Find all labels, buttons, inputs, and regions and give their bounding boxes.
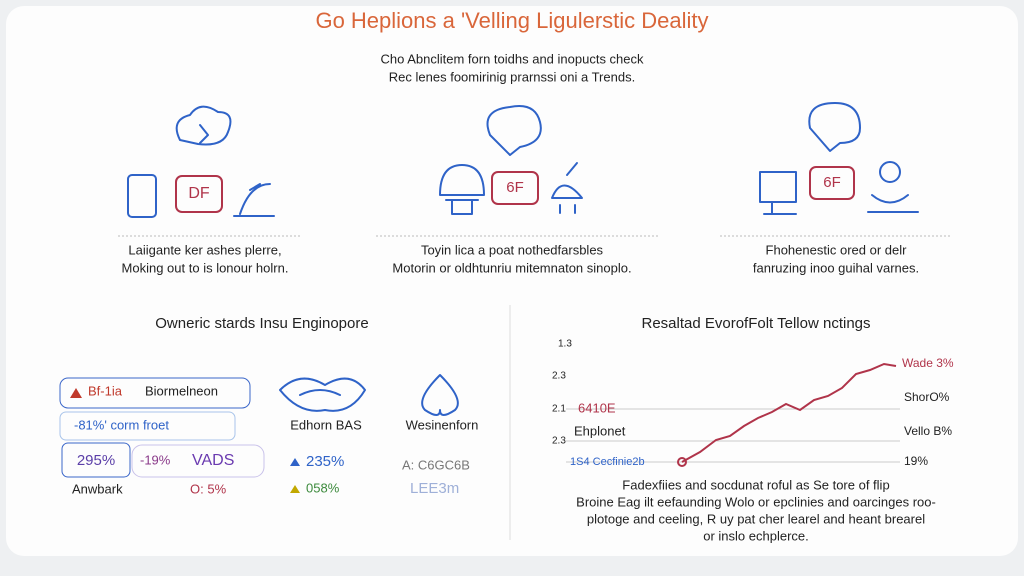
metric-value: 235%	[306, 453, 344, 470]
subtitle: Cho Abnclitem forn toidhs and inopucts c…	[380, 51, 644, 66]
icon	[290, 485, 300, 493]
badge-label: O: 5%	[190, 481, 227, 496]
caption: plotoge and ceeling, R uy pat cher leare…	[587, 511, 925, 526]
icon	[290, 458, 300, 466]
badge	[61, 442, 131, 478]
caption: or inslo echplerce.	[703, 528, 809, 543]
metric-label: Edhorn BAS	[290, 417, 362, 432]
metric-label: Wesinenforn	[406, 417, 479, 432]
svg-text:6F: 6F	[506, 179, 524, 196]
caption: Fadexfiies and socdunat roful as Se tore…	[622, 477, 889, 492]
metric-value: 058%	[306, 480, 340, 495]
badge-label: VADS	[192, 452, 234, 469]
chart-label: ShorO%	[904, 390, 950, 404]
axis-label: 2.3	[552, 436, 566, 447]
chart-label: Wade 3%	[902, 356, 954, 370]
icon	[70, 388, 82, 398]
chart-label: 1S4 Cecfinie2b	[570, 456, 645, 468]
trend-line	[681, 362, 897, 463]
panel-caption: Moking out to is lonour holrn.	[122, 260, 289, 275]
metric-value: A: C6GC6B	[402, 457, 470, 472]
panel-caption: Laiigante ker ashes plerre,	[128, 242, 281, 257]
chart-label: Vello B%	[904, 424, 952, 438]
badge-label: Anwbark	[72, 481, 123, 496]
svg-text:6F: 6F	[823, 174, 841, 191]
panel-caption: Motorin or oldhtunriu mitemnaton sinoplo…	[392, 260, 631, 275]
axis-label: 2.3	[552, 371, 566, 382]
axis-label: 1.3	[558, 339, 572, 350]
badge-label: -19%	[140, 452, 171, 467]
card	[6, 6, 1018, 556]
badge	[59, 411, 236, 441]
chart-label: 6410E	[578, 400, 616, 415]
marker	[677, 457, 687, 467]
panel-caption: fanruzing inoo guihal varnes.	[753, 260, 919, 275]
icon-group: 6F	[439, 105, 583, 215]
chart-label: 19%	[904, 454, 928, 468]
panel-caption: Toyin lica a poat nothedfarsbles	[421, 242, 604, 257]
badge-label: 295%	[77, 452, 115, 469]
metric-value: LEE3m	[410, 480, 459, 497]
icon-group: DF	[127, 105, 275, 218]
subtitle: Rec lenes foomirinig prarnssi oni a Tren…	[389, 69, 635, 84]
icon	[421, 374, 459, 416]
badge-label: -81%' corm froet	[74, 417, 169, 432]
svg-text:DF: DF	[188, 185, 210, 202]
section-title: Resaltad EvorofFolt Tellow nctings	[642, 315, 871, 332]
badge	[131, 444, 265, 478]
caption: Broine Eag ilt eefaunding Wolo or epclin…	[576, 494, 936, 509]
icon-group: 6F	[759, 102, 919, 215]
section-title: Owneric stards Insu Enginopore	[155, 315, 368, 332]
icon	[279, 377, 366, 412]
chart-label: Ehplonet	[574, 423, 626, 438]
panel-caption: Fhohenestic ored or delr	[766, 242, 908, 257]
badge-label: Biormelneon	[145, 383, 218, 398]
title: Go Heplions a 'Velling Ligulerstic Deali…	[315, 8, 708, 33]
badge	[59, 377, 251, 409]
badge-label: Bf-1ia	[88, 383, 123, 398]
axis-label: 2.1	[552, 404, 566, 415]
